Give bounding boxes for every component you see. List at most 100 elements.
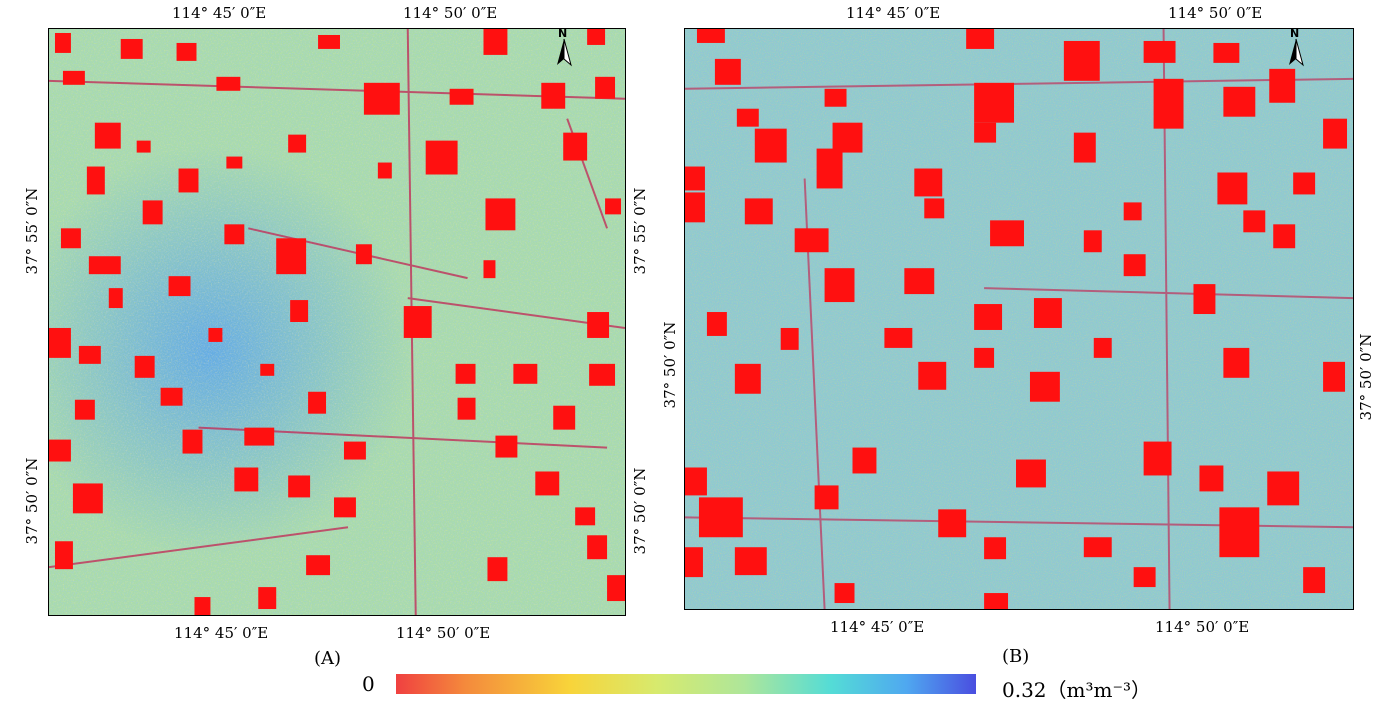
panel-b-right-lat-1: 37° 50′ 0″N	[1357, 333, 1375, 421]
settlement-block	[78, 345, 101, 364]
settlement-block	[288, 134, 307, 153]
settlement-block	[168, 276, 191, 297]
settlement-blocks-b	[685, 29, 1348, 609]
settlement-block	[290, 300, 309, 322]
panel-a-right-lat-2: 37° 50′ 0″N	[631, 467, 649, 555]
settlement-block	[553, 405, 576, 430]
settlement-block	[734, 363, 761, 394]
settlement-block	[377, 162, 392, 179]
settlement-block	[794, 228, 829, 253]
settlement-block	[276, 238, 307, 275]
settlement-block	[1273, 224, 1296, 249]
map-panel-b: N	[684, 28, 1354, 610]
settlement-block	[425, 140, 458, 175]
settlement-block	[974, 347, 995, 368]
settlement-block	[918, 361, 947, 390]
settlement-block	[832, 122, 863, 153]
settlement-block	[1123, 254, 1146, 277]
settlement-block	[535, 471, 560, 496]
settlement-block	[605, 198, 622, 215]
settlement-block	[234, 467, 259, 492]
settlement-block	[1293, 172, 1316, 195]
settlement-block	[587, 29, 606, 45]
settlement-block	[1269, 68, 1296, 103]
settlement-block	[120, 38, 143, 59]
settlement-block	[541, 82, 566, 109]
settlement-blocks-a	[49, 29, 625, 615]
settlement-block	[363, 82, 400, 115]
colorbar-min-label: 0	[362, 672, 375, 696]
settlement-block	[260, 363, 275, 376]
settlement-block	[308, 391, 327, 414]
settlement-block	[736, 108, 759, 127]
settlement-block	[1223, 86, 1256, 117]
settlement-block	[60, 228, 81, 249]
panel-b-top-lon-2: 114° 50′ 0″E	[1168, 4, 1263, 22]
settlement-block	[182, 429, 203, 454]
settlement-block	[483, 29, 508, 55]
settlement-block	[852, 447, 877, 474]
settlement-block	[824, 268, 855, 303]
settlement-block	[355, 244, 372, 265]
panel-a-top-lon-1: 114° 45′ 0″E	[172, 4, 267, 22]
settlement-block	[403, 306, 432, 338]
settlement-block	[696, 29, 725, 43]
settlement-block	[194, 597, 211, 615]
settlement-block	[495, 435, 518, 458]
panel-a-left-lat-1: 37° 55′ 0″N	[23, 187, 41, 275]
settlement-block	[74, 399, 95, 420]
settlement-block	[744, 198, 773, 225]
settlement-block	[1193, 284, 1216, 315]
settlement-block	[1199, 465, 1224, 492]
settlement-block	[575, 507, 596, 526]
settlement-block	[318, 34, 340, 49]
settlement-block	[938, 509, 967, 538]
settlement-block	[258, 587, 277, 610]
panel-b-bottom-lon-1: 114° 45′ 0″E	[830, 618, 925, 636]
panel-b-letter: (B)	[1002, 646, 1030, 667]
settlement-block	[1243, 210, 1266, 233]
settlement-block	[306, 555, 331, 576]
settlement-block	[226, 156, 243, 169]
settlement-block	[1143, 441, 1172, 476]
settlement-block	[607, 575, 625, 602]
settlement-block	[1143, 40, 1176, 63]
settlement-block	[685, 192, 705, 223]
settlement-block	[587, 312, 610, 338]
settlement-block	[1083, 230, 1102, 253]
settlement-block	[1073, 132, 1096, 163]
settlement-block	[49, 439, 71, 462]
panel-a-left-lat-2: 37° 50′ 0″N	[23, 457, 41, 545]
settlement-block	[984, 537, 1007, 560]
settlement-block	[1219, 507, 1260, 558]
settlement-block	[1267, 471, 1300, 506]
settlement-block	[134, 355, 155, 378]
settlement-block	[904, 268, 935, 295]
settlement-block	[178, 168, 199, 193]
settlement-block	[1217, 172, 1248, 205]
colorbar-max-label: 0.32（m³m⁻³）	[1002, 678, 1152, 702]
settlement-block	[1083, 537, 1112, 558]
panel-a-right-lat-1: 37° 55′ 0″N	[631, 187, 649, 275]
settlement-block	[142, 200, 163, 225]
settlement-block	[487, 557, 508, 582]
settlement-block	[1029, 371, 1060, 402]
settlement-block	[914, 168, 943, 197]
settlement-block	[86, 166, 105, 195]
settlement-block	[816, 148, 843, 189]
settlement-block	[1213, 42, 1240, 63]
settlement-block	[1093, 337, 1112, 358]
settlement-block	[974, 82, 1015, 123]
settlement-block	[513, 363, 538, 384]
settlement-block	[136, 140, 151, 153]
settlement-block	[814, 485, 839, 510]
settlement-block	[974, 304, 1003, 330]
settlement-block	[884, 327, 913, 348]
soil-moisture-map-b	[685, 29, 1353, 609]
settlement-block	[224, 224, 245, 245]
settlement-block	[706, 312, 727, 336]
settlement-block	[685, 467, 707, 496]
panel-b-left-lat-1: 37° 50′ 0″N	[661, 321, 679, 409]
settlement-block	[108, 288, 123, 309]
settlement-block	[1133, 567, 1156, 588]
